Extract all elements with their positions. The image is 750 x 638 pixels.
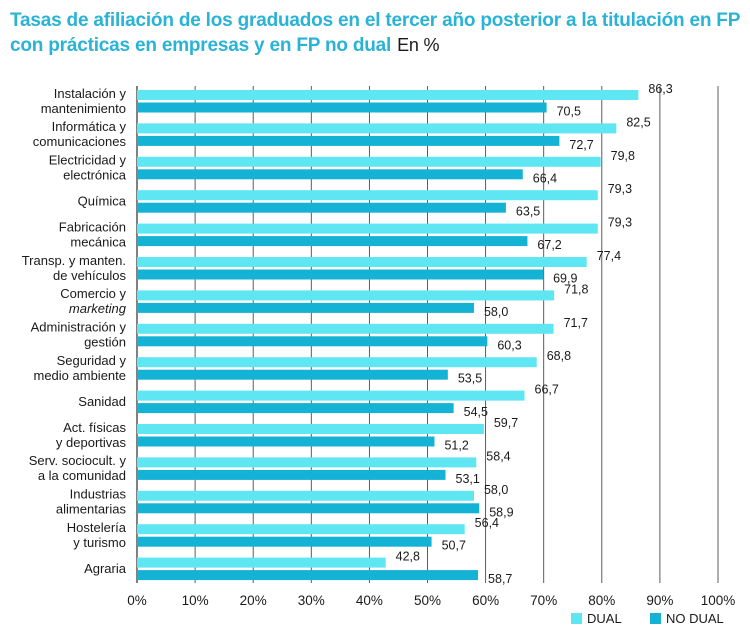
category-label: Química	[78, 193, 127, 208]
category-label: Agraria	[84, 561, 127, 576]
bar-no-dual	[137, 469, 446, 480]
value-label-no-dual: 69,9	[553, 272, 577, 286]
value-label-no-dual: 53,1	[456, 472, 480, 486]
category-label: Instalación y mantenimiento	[41, 86, 127, 116]
bar-dual	[137, 357, 537, 368]
bar-no-dual	[137, 102, 547, 113]
bar-no-dual	[137, 336, 488, 347]
value-label-dual: 58,0	[484, 483, 508, 497]
x-tick-label: 30%	[298, 593, 325, 608]
category-label: Transp. y manten. de vehículos	[22, 253, 127, 283]
bar-dual	[137, 424, 484, 434]
bar-no-dual	[137, 202, 506, 213]
bar-dual	[137, 490, 474, 501]
bar-no-dual	[137, 536, 432, 547]
value-label-dual: 79,3	[608, 182, 632, 196]
category-label: Act. físicas y deportivas	[56, 420, 127, 450]
chart-title: Tasas de afiliación de los graduados en …	[10, 8, 740, 58]
legend: DUAL NO DUAL	[571, 611, 724, 626]
x-tick-label: 70%	[530, 593, 557, 608]
category-label: Sanidad	[78, 394, 126, 409]
value-label-no-dual: 63,5	[516, 205, 540, 219]
bar-dual	[137, 457, 477, 468]
value-label-no-dual: 50,7	[442, 539, 466, 553]
value-label-no-dual: 58,0	[484, 305, 508, 319]
value-label-dual: 86,3	[648, 82, 672, 96]
value-label-no-dual: 70,5	[557, 105, 581, 119]
x-tick-label: 90%	[646, 593, 673, 608]
value-label-no-dual: 60,3	[497, 338, 521, 352]
bar-no-dual	[137, 302, 474, 313]
bar-dual	[137, 290, 555, 301]
value-label-dual: 79,3	[608, 216, 632, 230]
bar-no-dual	[137, 503, 480, 514]
bar-no-dual	[137, 369, 448, 380]
x-tick-label: 20%	[240, 593, 267, 608]
x-axis-ticks: 0% 10% 20% 30% 40% 50% 60% 70% 80% 90% 100%	[127, 593, 735, 608]
bar-dual	[137, 190, 598, 201]
value-label-dual: 77,4	[597, 249, 621, 263]
category-label: Seguridad y medio ambiente	[34, 353, 127, 383]
value-label-dual: 68,8	[547, 349, 571, 363]
bar-no-dual	[137, 436, 435, 447]
value-label-dual: 56,4	[475, 516, 499, 530]
x-tick-label: 80%	[588, 593, 615, 608]
bar-no-dual	[137, 236, 528, 247]
category-label: Comercio y marketing	[60, 286, 127, 316]
bar-no-dual	[137, 269, 544, 280]
bar-dual	[137, 257, 587, 267]
bar-dual	[137, 524, 465, 535]
bar-dual	[137, 123, 617, 134]
category-label: Fabricación mecánica	[59, 219, 127, 249]
value-label-dual: 79,8	[611, 149, 635, 163]
value-label-no-dual: 72,7	[569, 138, 593, 152]
chart-title-unit: En %	[397, 35, 440, 55]
bar-no-dual	[137, 403, 454, 414]
category-label: Electricidad y electrónica	[49, 153, 127, 183]
bar-no-dual	[137, 570, 479, 581]
value-label-dual: 59,7	[494, 416, 518, 430]
x-tick-label: 50%	[414, 593, 441, 608]
value-label-no-dual: 58,7	[488, 572, 512, 586]
value-label-dual: 42,8	[396, 550, 420, 564]
bar-dual	[137, 557, 386, 568]
value-label-dual: 58,4	[486, 449, 510, 463]
value-label-dual: 71,7	[564, 316, 588, 330]
bar-dual	[137, 156, 601, 167]
category-label: Administración y gestión	[31, 320, 127, 350]
x-tick-label: 60%	[472, 593, 499, 608]
legend-item-dual-label: DUAL	[587, 611, 622, 626]
chart-title-main: Tasas de afiliación de los graduados en …	[10, 10, 740, 56]
value-label-no-dual: 53,5	[458, 372, 482, 386]
x-tick-label: 40%	[356, 593, 383, 608]
legend-item-no-dual-swatch	[650, 613, 661, 624]
legend-item-no-dual-label: NO DUAL	[666, 611, 724, 626]
bars	[137, 90, 639, 581]
value-label-no-dual: 51,2	[444, 439, 468, 453]
labels: 86,3 70,5 Instalación y mantenimiento 82,5 72…	[22, 82, 673, 586]
bar-dual	[137, 223, 598, 234]
value-label-no-dual: 54,5	[464, 405, 488, 419]
value-label-dual: 82,5	[626, 115, 650, 129]
bar-dual	[137, 390, 525, 401]
bar-no-dual	[137, 135, 560, 146]
legend-item-dual-swatch	[571, 613, 582, 624]
bar-dual	[137, 323, 554, 334]
value-label-no-dual: 58,9	[489, 505, 513, 519]
x-tick-label: 10%	[182, 593, 209, 608]
bar-dual	[137, 90, 639, 100]
bar-no-dual	[137, 169, 523, 180]
value-label-dual: 71,8	[564, 282, 588, 296]
value-label-no-dual: 67,2	[537, 238, 561, 252]
x-tick-label: 0%	[127, 593, 147, 608]
x-tick-label: 100%	[701, 593, 736, 608]
category-label: Informática y comunicaciones	[33, 119, 127, 149]
category-label: Industrias alimentarias	[56, 487, 127, 517]
category-label: Hostelería y turismo	[67, 520, 127, 550]
value-label-dual: 66,7	[535, 383, 559, 397]
value-label-no-dual: 66,4	[533, 171, 557, 185]
